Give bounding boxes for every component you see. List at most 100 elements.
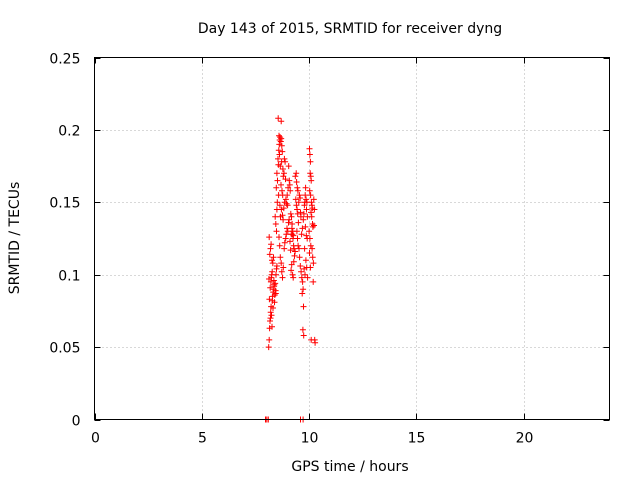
grid-lines <box>94 57 610 420</box>
data-point <box>270 254 277 261</box>
data-point <box>295 242 302 249</box>
data-point <box>306 235 313 242</box>
data-point <box>273 170 280 177</box>
plot-frame <box>94 57 610 420</box>
data-point <box>286 181 293 188</box>
data-point <box>277 134 284 141</box>
data-point <box>309 223 316 230</box>
data-point <box>296 192 303 199</box>
data-point <box>282 235 289 242</box>
data-point <box>266 336 273 343</box>
data-point <box>307 242 314 249</box>
data-point <box>287 247 294 254</box>
data-point <box>280 264 287 271</box>
data-point <box>273 263 280 269</box>
data-point <box>273 184 280 191</box>
data-point <box>276 151 283 158</box>
data-point <box>268 241 275 248</box>
data-point <box>268 312 275 319</box>
data-point <box>266 296 273 303</box>
data-point <box>269 268 276 275</box>
data-point <box>306 250 313 256</box>
data-point <box>292 196 299 203</box>
data-point <box>292 173 299 180</box>
data-point <box>299 225 306 232</box>
data-point <box>291 252 298 259</box>
data-point <box>307 264 314 271</box>
data-point <box>272 280 279 287</box>
data-point <box>298 274 305 281</box>
data-point <box>302 184 309 191</box>
data-point <box>303 196 310 203</box>
data-point <box>282 158 289 165</box>
data-point <box>279 187 285 194</box>
data-point <box>307 170 314 177</box>
x-tick-label: 10 <box>301 431 319 447</box>
data-point <box>309 254 316 261</box>
data-point <box>275 155 281 162</box>
data-point <box>302 192 309 199</box>
data-point <box>282 176 289 183</box>
x-axis-label: GPS time / hours <box>291 459 408 475</box>
data-point <box>303 232 310 239</box>
data-point <box>290 232 297 239</box>
data-point <box>297 195 304 201</box>
y-axis-ticks: 0 0.05 0.1 0.15 0.2 0.25 <box>49 52 610 430</box>
y-tick-label: 0 <box>72 414 81 430</box>
data-point <box>269 323 275 330</box>
data-point <box>288 267 295 274</box>
data-point <box>284 202 291 209</box>
data-point <box>278 142 285 149</box>
data-point <box>306 187 313 194</box>
data-point <box>285 163 292 170</box>
data-point <box>304 274 311 281</box>
data-point <box>277 254 284 261</box>
data-point <box>288 213 295 220</box>
data-point <box>272 221 279 227</box>
data-point <box>267 315 274 322</box>
chart-title: Day 143 of 2015, SRMTID for receiver dyn… <box>198 21 502 37</box>
data-point <box>275 115 282 122</box>
data-point <box>300 303 307 310</box>
y-tick-label: 0.05 <box>49 341 80 357</box>
data-point <box>289 271 296 278</box>
data-point <box>294 210 301 217</box>
data-point <box>272 213 279 220</box>
data-point <box>267 245 274 252</box>
data-point <box>277 163 284 170</box>
data-point <box>278 135 285 142</box>
data-point <box>282 196 289 203</box>
data-point <box>265 344 272 351</box>
data-point <box>310 260 317 267</box>
data-point <box>278 181 284 188</box>
y-tick-label: 0.25 <box>49 52 80 68</box>
data-point <box>279 166 286 172</box>
data-point <box>298 268 305 275</box>
data-point <box>296 245 302 252</box>
data-point <box>294 206 301 213</box>
data-point <box>307 158 314 165</box>
data-point <box>297 263 304 269</box>
data-point <box>308 209 314 216</box>
data-point <box>287 238 293 245</box>
data-point <box>271 299 278 306</box>
data-point <box>281 170 287 177</box>
data-point <box>307 192 314 199</box>
data-point <box>300 286 307 293</box>
data-point <box>310 196 317 203</box>
data-point <box>281 239 288 246</box>
y-tick-label: 0.1 <box>58 269 80 285</box>
data-point <box>285 219 292 226</box>
data-point <box>295 199 302 206</box>
data-point <box>278 118 285 125</box>
data-point <box>299 278 306 285</box>
data-point <box>284 192 291 199</box>
data-point <box>298 231 305 238</box>
data-point <box>293 179 300 185</box>
data-point <box>306 145 313 152</box>
x-tick-label: 15 <box>408 431 426 447</box>
data-point <box>287 210 294 217</box>
data-point <box>302 223 309 230</box>
data-point <box>308 336 315 343</box>
data-point <box>280 216 287 223</box>
